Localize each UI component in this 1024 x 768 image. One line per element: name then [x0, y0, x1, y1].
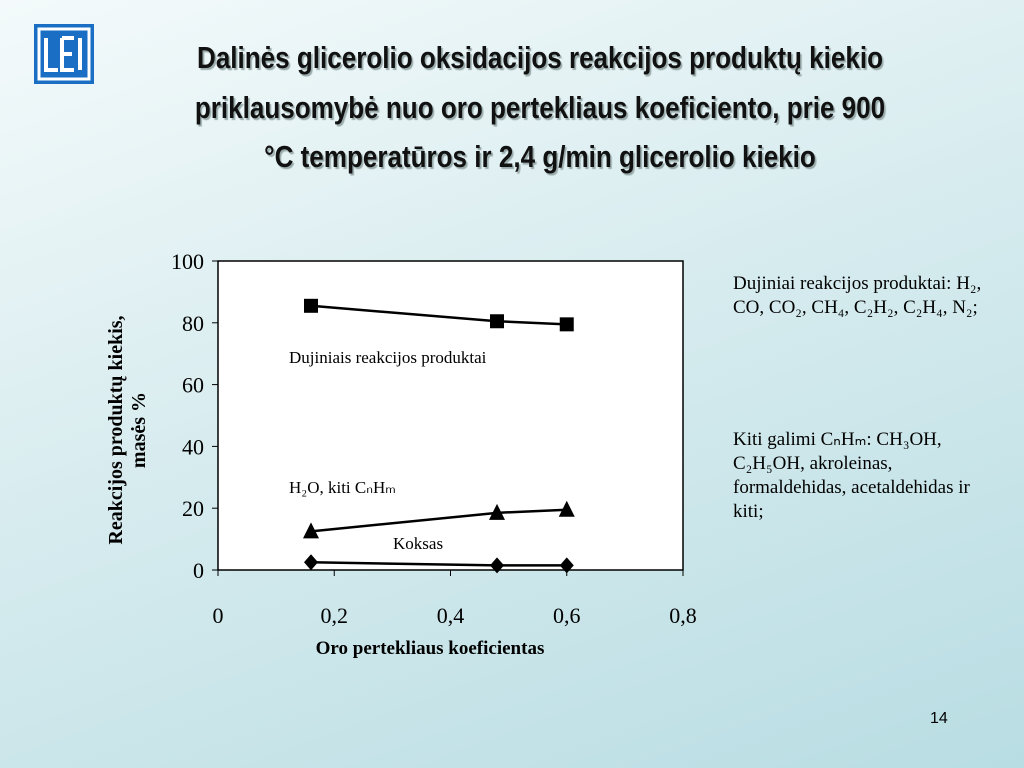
plot-area: [217, 260, 684, 571]
data-point: [490, 314, 504, 329]
series-label: H₂O, kiti CₙHₘ: [289, 478, 396, 497]
series-label: Dujiniais reakcijos produktai: [289, 348, 487, 367]
x-tick-label: 0,4: [437, 603, 465, 628]
y-tick-label: 0: [193, 558, 204, 583]
logo: [34, 24, 94, 84]
data-point: [490, 557, 504, 574]
series-label: Koksas: [393, 534, 443, 553]
x-tick-label: 0: [213, 603, 224, 628]
page-number: 14: [930, 710, 948, 727]
x-tick-label: 0,6: [553, 603, 581, 628]
data-point: [489, 503, 505, 520]
x-tick-label: 0,8: [669, 603, 697, 628]
data-point: [559, 317, 574, 332]
y-tick-label: 20: [182, 496, 204, 521]
note: Kiti galimi CₙHₘ: CH₃OH, C₂H₅OH, akrolei…: [733, 429, 970, 522]
title-line: Dalinės glicerolio oksidacijos reakcijos…: [197, 40, 883, 75]
chart: Oro pertekliaus koeficientas 0 20 40 60 80 10…: [171, 249, 697, 659]
data-point: [304, 554, 318, 571]
x-axis-title: Oro pertekliaus koeficientas: [316, 638, 545, 659]
data-point: [559, 557, 574, 574]
y-tick-label: 100: [171, 249, 204, 274]
data-point: [303, 522, 319, 539]
y-tick-label: 80: [182, 311, 204, 336]
title-line: °C temperatūros ir 2,4 g/min glicerolio …: [264, 139, 816, 174]
y-tick-label: 40: [182, 434, 204, 459]
note: Dujiniai reakcijos produktai: H₂, CO, CO…: [733, 273, 982, 318]
x-tick-label: 0,2: [321, 603, 349, 628]
data-point: [558, 500, 575, 517]
data-point: [304, 298, 318, 313]
title-line: priklausomybė nuo oro pertekliaus koefic…: [194, 90, 886, 125]
y-tick-label: 60: [182, 373, 204, 398]
